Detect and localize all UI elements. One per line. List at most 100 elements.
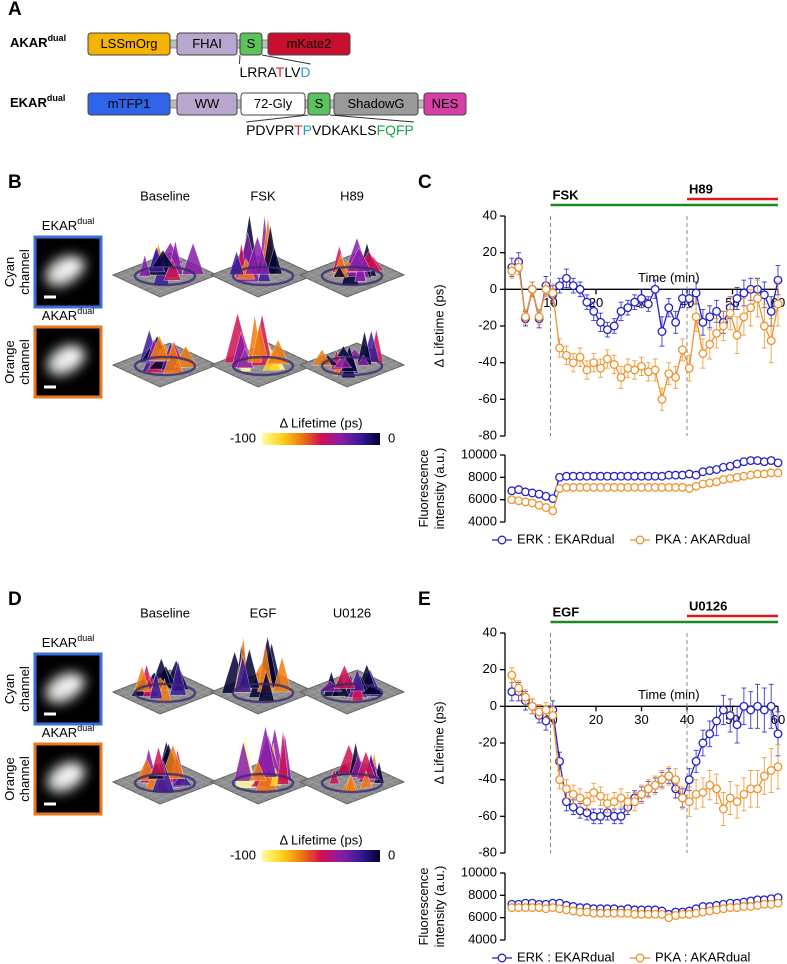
data-point [561, 797, 571, 807]
micrograph-border [33, 742, 103, 816]
label-sup: dual [48, 33, 67, 43]
surface-peak [277, 730, 289, 785]
data-point [739, 312, 749, 322]
data-point [691, 470, 701, 480]
surface-ring [320, 355, 384, 377]
data-point [773, 762, 783, 772]
channel-line: channel [17, 249, 32, 295]
domain-label: S [247, 36, 256, 51]
surface-ring [133, 772, 197, 794]
y-tick-label: 0 [490, 698, 497, 713]
column-header: Baseline [140, 188, 190, 203]
data-point [568, 358, 578, 368]
sensor-label: EKARdual [42, 216, 94, 233]
y-tick-label: -20 [478, 317, 497, 332]
column-header: FSK [250, 188, 276, 203]
domain-label: S [315, 96, 324, 111]
sensor-label: EKARdual [42, 633, 94, 650]
y-tick-label: -60 [478, 391, 497, 406]
data-point [684, 775, 694, 785]
data-point [609, 797, 619, 807]
colorbar [262, 433, 380, 445]
y-tick-label: 8000 [468, 887, 497, 902]
residue: P [303, 122, 312, 138]
residue: PDVPR [246, 122, 294, 138]
column-header: EGF [250, 605, 277, 620]
residue: LV [284, 64, 301, 80]
surface-ring [231, 355, 295, 377]
surface-peak [181, 242, 205, 275]
connector [261, 54, 311, 65]
surface-ring [133, 265, 197, 287]
surface-peak [333, 266, 346, 278]
domain [87, 92, 171, 116]
data-point [759, 705, 769, 715]
data-point [514, 683, 524, 693]
residue: VDKAKLS [312, 122, 377, 138]
data-point [548, 288, 558, 298]
y-tick-label: 6000 [468, 909, 497, 924]
channel-line: channel [17, 666, 32, 712]
data-point [753, 784, 762, 794]
data-point [582, 797, 592, 807]
data-point [582, 297, 592, 307]
y-label-line: Fluorescence [416, 867, 431, 945]
data-point [746, 303, 756, 313]
data-point [773, 468, 783, 478]
domain-label: ShadowG [347, 96, 404, 111]
domain-label: FHAI [192, 36, 222, 51]
sensor-label: AKARdual [42, 306, 94, 323]
cell-blob [65, 764, 85, 780]
channel-label: Cyanchannel [2, 666, 32, 712]
data-point [589, 358, 599, 368]
surface-peak [150, 746, 167, 776]
data-point [616, 793, 626, 803]
data-point [561, 350, 571, 360]
y-label-line: Fluorescence [416, 449, 431, 527]
domain-label: WW [195, 96, 220, 111]
data-point [507, 266, 517, 276]
data-point [684, 294, 694, 303]
channel-label: Cyanchannel [2, 249, 32, 295]
data-point [759, 771, 769, 781]
data-point [671, 317, 681, 327]
data-point [555, 281, 565, 291]
surface-ring [320, 265, 384, 287]
surface-peak [333, 664, 356, 689]
surface-peak [254, 726, 277, 778]
data-point [596, 363, 605, 373]
data-point [623, 303, 633, 313]
data-point [664, 771, 674, 781]
data-point [739, 789, 749, 799]
y-tick-label: 6000 [468, 491, 497, 506]
cell-blob [65, 257, 85, 273]
data-point [725, 793, 735, 803]
label-sup: dual [77, 306, 94, 316]
data-point [548, 711, 558, 720]
label-main: EKAR [42, 635, 77, 650]
data-point [602, 354, 612, 364]
colorbar-tick-label: -100 [230, 430, 256, 445]
treatment-label: U0126 [689, 598, 727, 613]
legend-label: PKA : AKARdual [655, 531, 751, 546]
surface-peak [357, 354, 370, 366]
colorbar-tick-label: 0 [388, 847, 395, 862]
data-point [725, 711, 735, 720]
data-point [705, 339, 715, 349]
data-point [773, 729, 783, 739]
surface-peak [333, 355, 353, 369]
surface-peak [148, 335, 170, 361]
data-point [657, 775, 667, 785]
column-header: U0126 [333, 605, 371, 620]
treatment-label: FSK [553, 187, 580, 202]
data-point [561, 273, 571, 283]
data-point [753, 701, 762, 711]
data-point [698, 738, 708, 748]
surface-peak [346, 247, 372, 272]
data-point [637, 361, 646, 371]
construct-name: AKARdual [10, 33, 66, 50]
data-point [698, 317, 708, 327]
data-point [712, 306, 722, 316]
surface-grid [246, 686, 304, 709]
